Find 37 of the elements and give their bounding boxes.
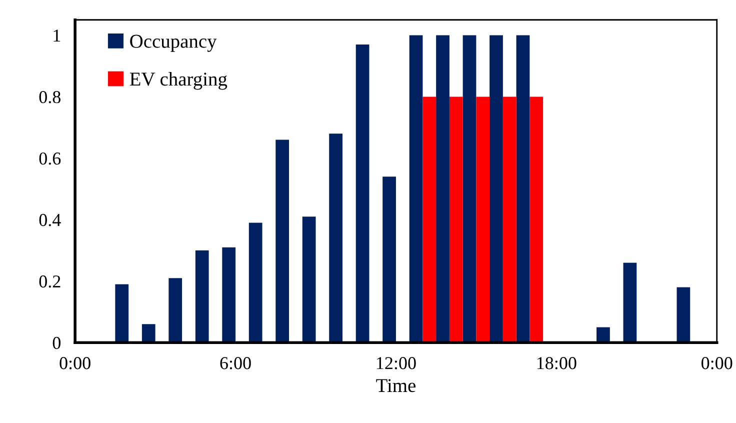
bar xyxy=(623,262,637,343)
legend-label: Occupancy xyxy=(130,34,217,52)
bar xyxy=(422,96,436,343)
y-tick-label: 0.8 xyxy=(39,90,60,104)
bar xyxy=(115,284,129,343)
y-tick-label: 0.6 xyxy=(39,152,61,165)
bar xyxy=(276,140,290,343)
x-axis-title: Time xyxy=(376,379,416,392)
bar xyxy=(530,96,544,343)
bar xyxy=(676,287,690,343)
bar xyxy=(502,96,516,343)
bar xyxy=(449,96,463,343)
y-tick-label: 0.2 xyxy=(39,275,60,288)
bar xyxy=(462,35,476,343)
bar xyxy=(302,216,316,343)
bar xyxy=(222,247,236,343)
legend-label: EV charging xyxy=(130,72,228,90)
bar xyxy=(142,324,156,343)
bar xyxy=(356,44,370,343)
x-tick-label: 12:00 xyxy=(376,357,416,370)
x-tick-label: 0:00 xyxy=(60,357,90,370)
bar xyxy=(168,278,182,343)
bar xyxy=(329,134,342,343)
y-tick-label: 0 xyxy=(52,336,60,350)
bar xyxy=(248,222,262,343)
bar xyxy=(490,35,503,343)
bar xyxy=(409,35,423,343)
bar xyxy=(195,250,209,343)
y-tick-label: 1 xyxy=(54,30,60,42)
y-tick-label: 0.4 xyxy=(39,214,61,226)
x-tick-label: 18:00 xyxy=(537,357,576,370)
bar xyxy=(382,176,396,343)
x-tick-label: 0:00 xyxy=(702,357,732,370)
x-tick-label: 6:00 xyxy=(220,357,251,370)
bar xyxy=(516,35,530,343)
bar xyxy=(436,35,450,343)
bar xyxy=(476,96,490,343)
